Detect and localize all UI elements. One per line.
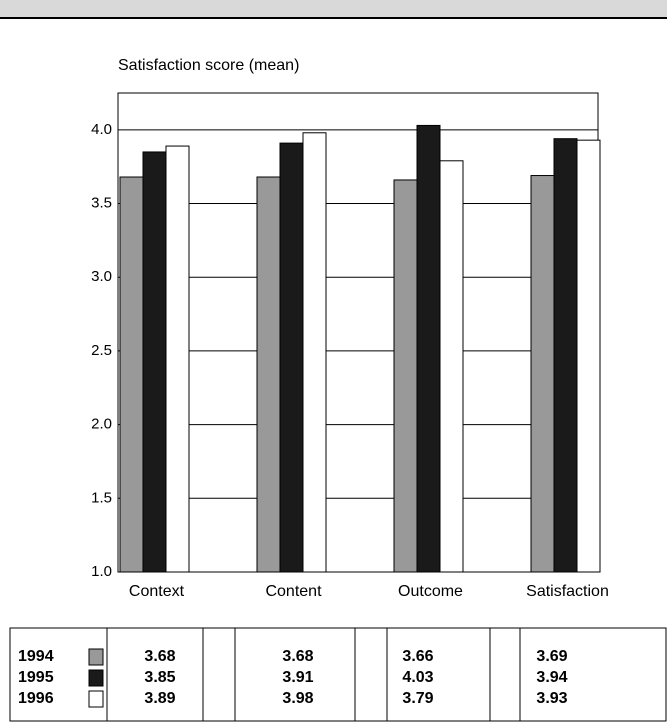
y-tick-label: 2.5 — [91, 342, 112, 359]
bar — [439, 160, 464, 573]
header-bar — [0, 0, 667, 18]
table-value: 3.79 — [402, 690, 433, 707]
plot-frame — [117, 92, 599, 573]
table-value: 4.03 — [402, 669, 433, 686]
y-tick-label: 2.0 — [91, 416, 112, 433]
table-value: 3.93 — [536, 690, 567, 707]
data-table — [9, 627, 667, 722]
y-axis-title: Satisfaction score (mean) — [118, 57, 299, 74]
y-tick-label: 1.0 — [91, 563, 112, 580]
x-tick-label: Outcome — [398, 583, 463, 600]
x-tick-label: Context — [129, 583, 185, 600]
table-value: 3.91 — [282, 669, 313, 686]
legend-label: 1994 — [18, 648, 54, 665]
legend-swatch — [88, 669, 104, 687]
legend-swatch — [88, 690, 104, 708]
table-value: 3.69 — [536, 648, 567, 665]
x-tick-label: Content — [265, 583, 322, 600]
bar — [302, 132, 327, 573]
bar — [142, 151, 167, 573]
table-value: 3.66 — [402, 648, 433, 665]
table-value: 3.85 — [144, 669, 175, 686]
bar — [393, 179, 418, 573]
legend-label: 1995 — [18, 669, 54, 686]
y-tick-label: 1.5 — [91, 489, 112, 506]
table-value: 3.89 — [144, 690, 175, 707]
table-value: 3.68 — [144, 648, 175, 665]
bar — [279, 142, 304, 573]
bar — [416, 124, 441, 573]
x-tick-label: Satisfaction — [526, 583, 609, 600]
legend-label: 1996 — [18, 690, 54, 707]
table-value: 3.68 — [282, 648, 313, 665]
bar — [256, 176, 281, 573]
bar — [119, 176, 144, 573]
y-tick-label: 4.0 — [91, 121, 112, 138]
bar — [553, 138, 578, 573]
bar — [165, 145, 190, 573]
legend-swatch — [88, 648, 104, 666]
y-tick-label: 3.0 — [91, 268, 112, 285]
bar — [576, 139, 601, 573]
y-tick-label: 3.5 — [91, 195, 112, 212]
bar — [530, 175, 555, 573]
table-value: 3.98 — [282, 690, 313, 707]
table-value: 3.94 — [536, 669, 567, 686]
